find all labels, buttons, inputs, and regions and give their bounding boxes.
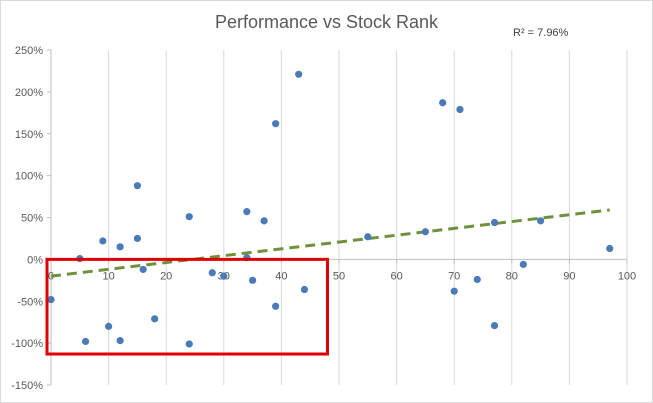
data-point <box>116 337 124 345</box>
data-point <box>606 244 614 253</box>
data-point <box>295 70 303 78</box>
data-point <box>116 243 124 251</box>
data-point <box>519 260 527 268</box>
x-tick-label: 0 <box>48 270 54 282</box>
data-point <box>243 208 251 216</box>
y-tick-label: 50% <box>21 213 43 225</box>
y-tick-label: -100% <box>11 338 43 350</box>
data-point <box>260 217 268 225</box>
y-tick-label: 150% <box>15 129 43 141</box>
data-point <box>185 340 193 348</box>
r-squared-label: R² = 7.96% <box>513 27 569 39</box>
highlight-box <box>45 257 329 356</box>
data-point <box>151 315 159 323</box>
data-point <box>105 322 113 330</box>
data-point <box>47 295 55 304</box>
data-point <box>364 233 372 241</box>
data-point <box>249 276 257 284</box>
data-point <box>450 287 458 295</box>
y-tick-label: 0% <box>27 254 43 266</box>
x-tick-label: 20 <box>160 270 172 282</box>
x-tick-label: 80 <box>506 270 518 282</box>
y-tick-label: -150% <box>11 380 43 392</box>
x-tick-label: 60 <box>390 270 402 282</box>
data-point <box>133 234 141 243</box>
data-point <box>220 272 228 280</box>
x-tick-label: 70 <box>448 270 460 282</box>
data-point <box>272 302 280 310</box>
chart-title: Performance vs Stock Rank <box>214 12 439 32</box>
x-tick-label: 10 <box>102 270 114 282</box>
data-point <box>490 321 499 330</box>
data-point <box>81 337 90 346</box>
data-point <box>133 182 141 190</box>
x-tick-label: 40 <box>275 270 287 282</box>
trendline <box>50 208 610 278</box>
x-tick-label: 100 <box>618 270 636 282</box>
data-point <box>473 275 481 284</box>
data-point <box>185 213 193 221</box>
data-point <box>99 237 107 245</box>
data-point <box>439 99 447 107</box>
y-tick-label: 200% <box>15 87 43 99</box>
data-point <box>537 217 545 225</box>
y-tick-label: 100% <box>15 171 43 183</box>
data-point <box>272 120 280 128</box>
data-point <box>300 285 309 294</box>
data-point <box>208 269 216 277</box>
data-point <box>456 105 464 114</box>
x-tick-label: 50 <box>333 270 345 282</box>
data-point <box>139 265 147 274</box>
data-point <box>421 228 429 236</box>
data-point <box>490 218 499 227</box>
y-tick-label: -50% <box>17 296 43 308</box>
y-tick-label: 250% <box>15 45 43 57</box>
x-tick-label: 90 <box>563 270 575 282</box>
